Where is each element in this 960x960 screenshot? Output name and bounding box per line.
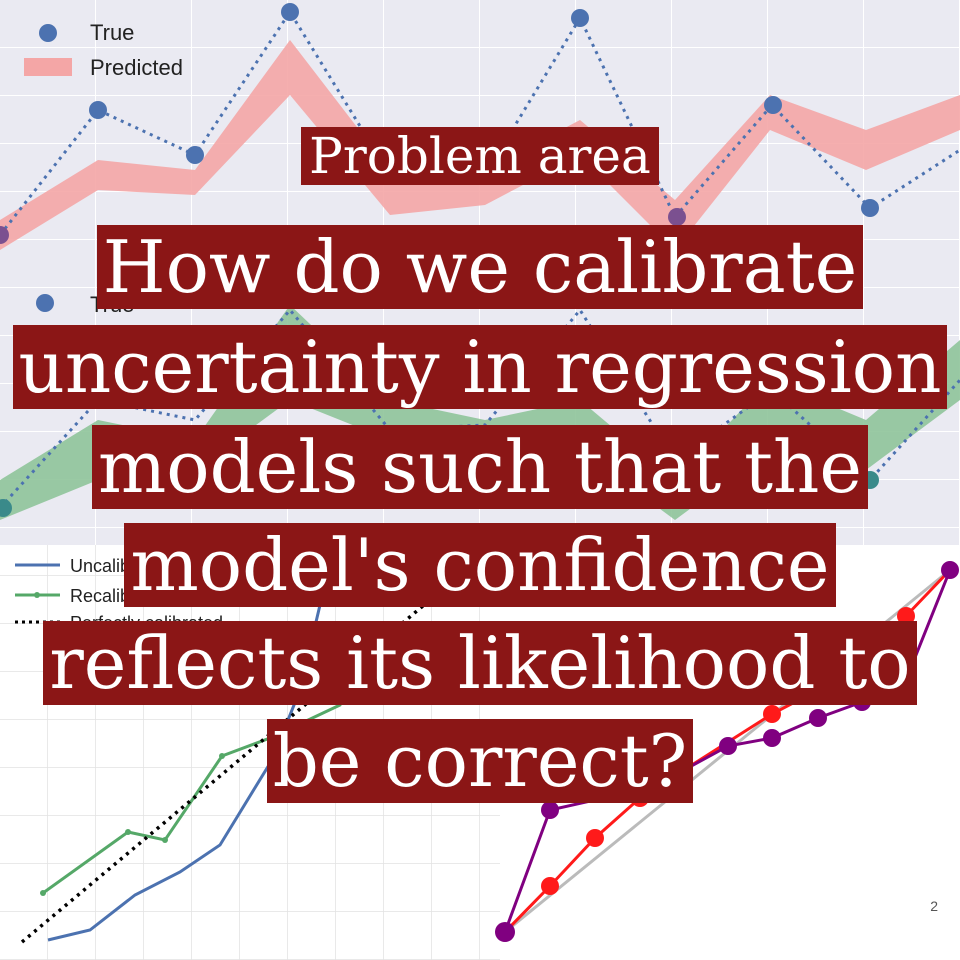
question-line-5: reflects its likelihood to [0,618,960,708]
true-point [668,208,686,226]
question-text-1: How do we calibrate [96,225,864,309]
legend-predicted-swatch [24,58,72,76]
legend-true-label: True [90,20,134,45]
question-text-4: model's confidence [124,523,836,607]
question-text-2: uncertainty in regression [12,325,948,409]
question-text-5: reflects its likelihood to [43,621,917,705]
bottom-left-chart: Uncalibrat Recalibrat Perfectly calibrat… [0,545,500,960]
perfect-line [20,598,432,944]
category-label: Problem area [0,120,960,192]
true-point [861,199,879,217]
question-text-3: models such that the [91,425,869,509]
true-point [0,226,9,244]
legend-predicted-label: Predicted [90,55,183,80]
question-line-1: How do we calibrate [0,222,960,312]
true-point [89,101,107,119]
question-line-6: be correct? [0,716,960,806]
question-line-4: model's confidence [0,520,960,610]
true-point [571,9,589,27]
page-number: 2 [930,898,938,914]
true-point [281,3,299,21]
legend-true-marker-2 [36,294,54,312]
question-line-2: uncertainty in regression [0,322,960,412]
question-line-3: models such that the [0,422,960,512]
true-point [186,146,204,164]
true-point [764,96,782,114]
question-text-6: be correct? [266,719,694,803]
category-text: Problem area [301,127,659,185]
true-point [0,499,12,517]
legend-true-marker [39,24,57,42]
